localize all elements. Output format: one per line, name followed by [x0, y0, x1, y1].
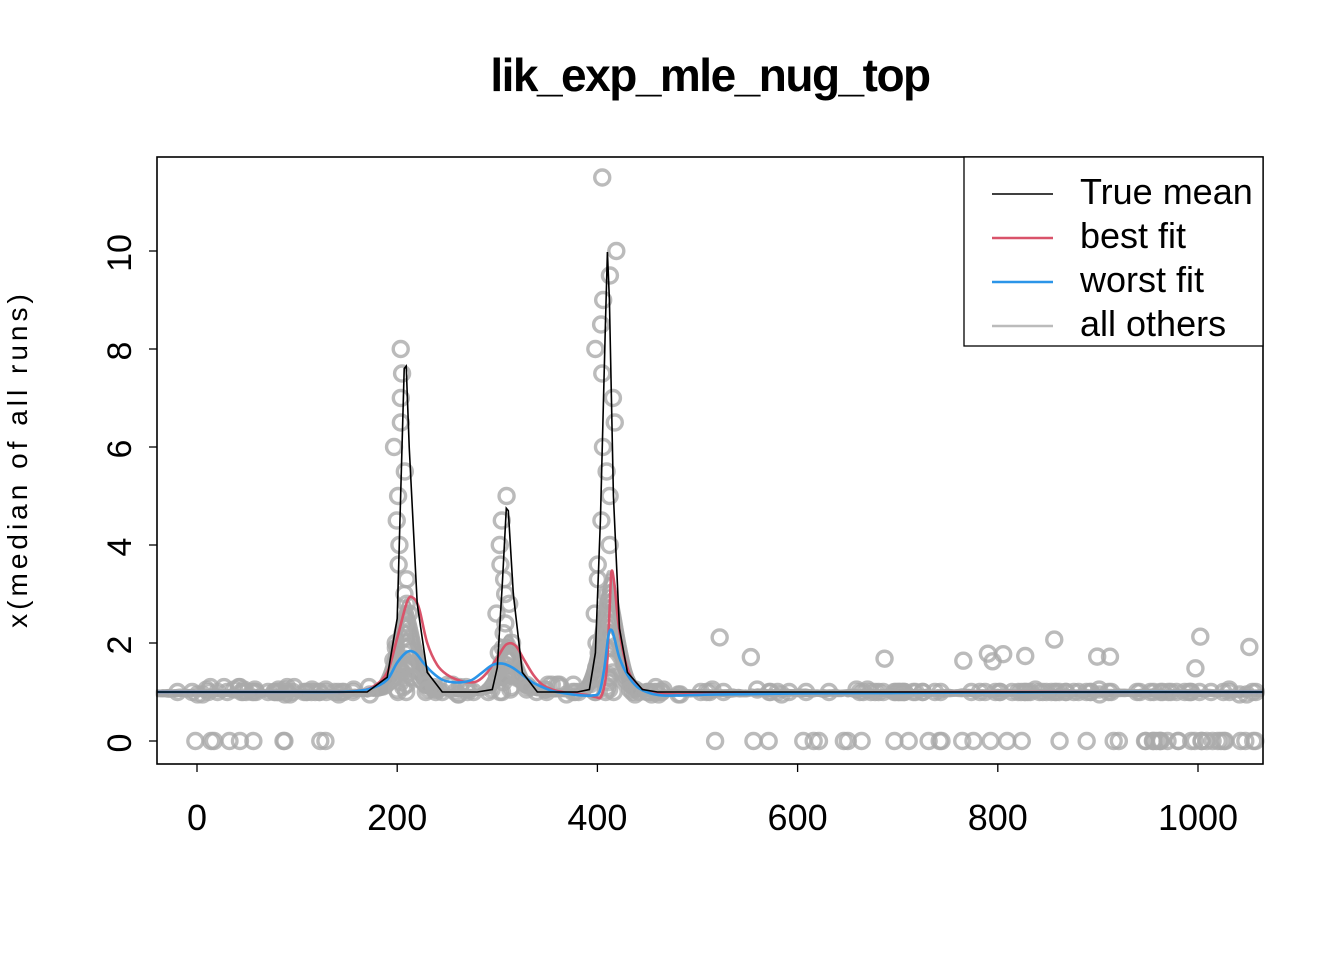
svg-text:400: 400 [567, 797, 627, 838]
svg-text:8: 8 [101, 342, 139, 361]
svg-text:200: 200 [367, 797, 427, 838]
svg-text:10: 10 [101, 234, 139, 272]
svg-text:0: 0 [187, 797, 207, 838]
svg-text:all others: all others [1080, 303, 1226, 344]
svg-text:800: 800 [968, 797, 1028, 838]
svg-text:4: 4 [101, 538, 139, 557]
svg-text:worst fit: worst fit [1079, 259, 1204, 300]
svg-text:True mean: True mean [1080, 171, 1253, 212]
svg-text:2: 2 [101, 636, 139, 655]
svg-text:best fit: best fit [1080, 215, 1186, 256]
svg-text:600: 600 [768, 797, 828, 838]
svg-text:0: 0 [101, 734, 139, 753]
svg-text:1000: 1000 [1158, 797, 1238, 838]
svg-text:6: 6 [101, 440, 139, 459]
